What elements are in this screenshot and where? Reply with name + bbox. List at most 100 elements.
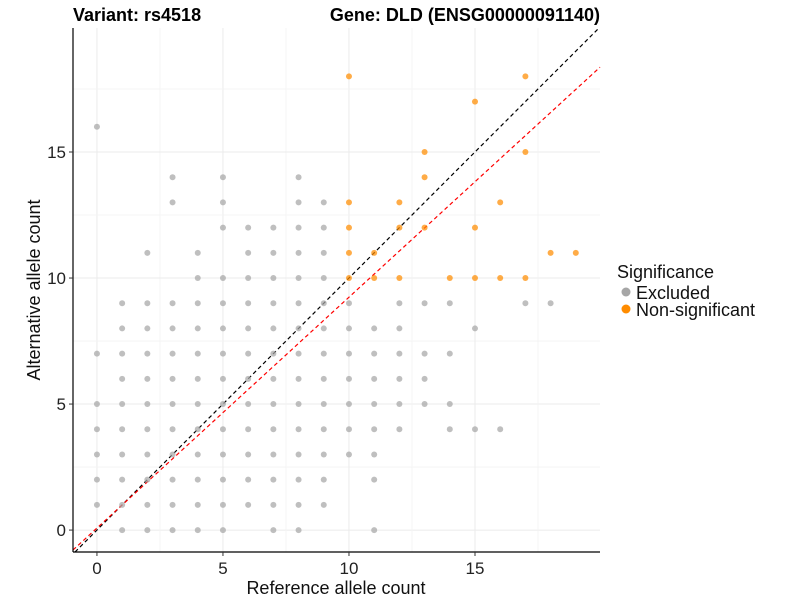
legend-label-excluded: Excluded: [636, 283, 710, 303]
point-excluded: [320, 199, 327, 206]
point-excluded: [295, 527, 302, 534]
point-excluded: [194, 527, 201, 534]
point-excluded: [194, 501, 201, 508]
point-excluded: [169, 300, 176, 307]
point-excluded: [270, 375, 277, 382]
x-tick-label: 10: [340, 559, 359, 578]
point-excluded: [144, 426, 151, 433]
legend: Significance Excluded Non-significant: [617, 262, 755, 320]
point-excluded: [295, 476, 302, 483]
point-excluded: [320, 501, 327, 508]
point-excluded: [219, 451, 226, 458]
point-non-significant: [497, 275, 504, 282]
point-excluded: [270, 476, 277, 483]
point-excluded: [471, 426, 478, 433]
point-excluded: [295, 300, 302, 307]
point-excluded: [93, 123, 100, 130]
point-non-significant: [471, 224, 478, 231]
point-excluded: [245, 375, 252, 382]
point-excluded: [144, 501, 151, 508]
x-tick-label: 0: [92, 559, 101, 578]
point-excluded: [219, 426, 226, 433]
point-excluded: [219, 527, 226, 534]
point-excluded: [270, 501, 277, 508]
point-excluded: [194, 426, 201, 433]
point-excluded: [194, 350, 201, 357]
point-non-significant: [522, 73, 529, 80]
point-excluded: [144, 401, 151, 408]
point-excluded: [446, 401, 453, 408]
point-excluded: [194, 300, 201, 307]
point-excluded: [119, 426, 126, 433]
point-excluded: [421, 350, 428, 357]
point-excluded: [219, 275, 226, 282]
point-excluded: [194, 375, 201, 382]
point-non-significant: [345, 73, 352, 80]
point-excluded: [144, 375, 151, 382]
point-non-significant: [345, 249, 352, 256]
point-excluded: [169, 375, 176, 382]
point-excluded: [295, 249, 302, 256]
point-excluded: [119, 350, 126, 357]
point-excluded: [547, 300, 554, 307]
legend-marker-non-significant: [621, 304, 631, 314]
point-excluded: [295, 325, 302, 332]
point-excluded: [144, 249, 151, 256]
point-excluded: [219, 325, 226, 332]
point-excluded: [371, 325, 378, 332]
point-excluded: [245, 300, 252, 307]
point-excluded: [270, 224, 277, 231]
point-excluded: [93, 451, 100, 458]
reference-line-fit: [72, 66, 601, 551]
point-non-significant: [572, 249, 579, 256]
y-tick-label: 10: [47, 269, 66, 288]
point-excluded: [245, 501, 252, 508]
legend-title: Significance: [617, 262, 714, 282]
point-excluded: [270, 275, 277, 282]
point-excluded: [371, 401, 378, 408]
x-tick-label: 15: [466, 559, 485, 578]
point-excluded: [119, 501, 126, 508]
point-excluded: [144, 325, 151, 332]
data-points: [93, 73, 579, 534]
title-variant: Variant: rs4518: [73, 5, 201, 25]
reference-lines: [72, 27, 601, 553]
point-excluded: [219, 174, 226, 181]
point-excluded: [295, 199, 302, 206]
point-non-significant: [396, 199, 403, 206]
point-excluded: [93, 476, 100, 483]
point-excluded: [320, 426, 327, 433]
point-excluded: [219, 375, 226, 382]
point-excluded: [396, 300, 403, 307]
point-excluded: [345, 325, 352, 332]
axis-ticks: 0 5 10 15 0 5 10 15: [47, 143, 484, 578]
point-excluded: [345, 350, 352, 357]
point-non-significant: [345, 275, 352, 282]
point-excluded: [345, 401, 352, 408]
point-excluded: [371, 451, 378, 458]
point-excluded: [421, 375, 428, 382]
point-excluded: [219, 224, 226, 231]
point-excluded: [119, 527, 126, 534]
point-excluded: [219, 300, 226, 307]
point-excluded: [295, 426, 302, 433]
point-non-significant: [371, 275, 378, 282]
point-excluded: [144, 527, 151, 534]
point-excluded: [371, 350, 378, 357]
point-non-significant: [547, 249, 554, 256]
point-excluded: [194, 275, 201, 282]
point-excluded: [270, 426, 277, 433]
point-excluded: [295, 375, 302, 382]
point-excluded: [119, 300, 126, 307]
point-excluded: [194, 476, 201, 483]
point-excluded: [270, 300, 277, 307]
point-excluded: [371, 426, 378, 433]
point-excluded: [219, 350, 226, 357]
point-excluded: [169, 451, 176, 458]
point-excluded: [497, 426, 504, 433]
point-non-significant: [522, 275, 529, 282]
point-excluded: [169, 199, 176, 206]
point-excluded: [471, 325, 478, 332]
point-excluded: [396, 325, 403, 332]
point-excluded: [320, 325, 327, 332]
